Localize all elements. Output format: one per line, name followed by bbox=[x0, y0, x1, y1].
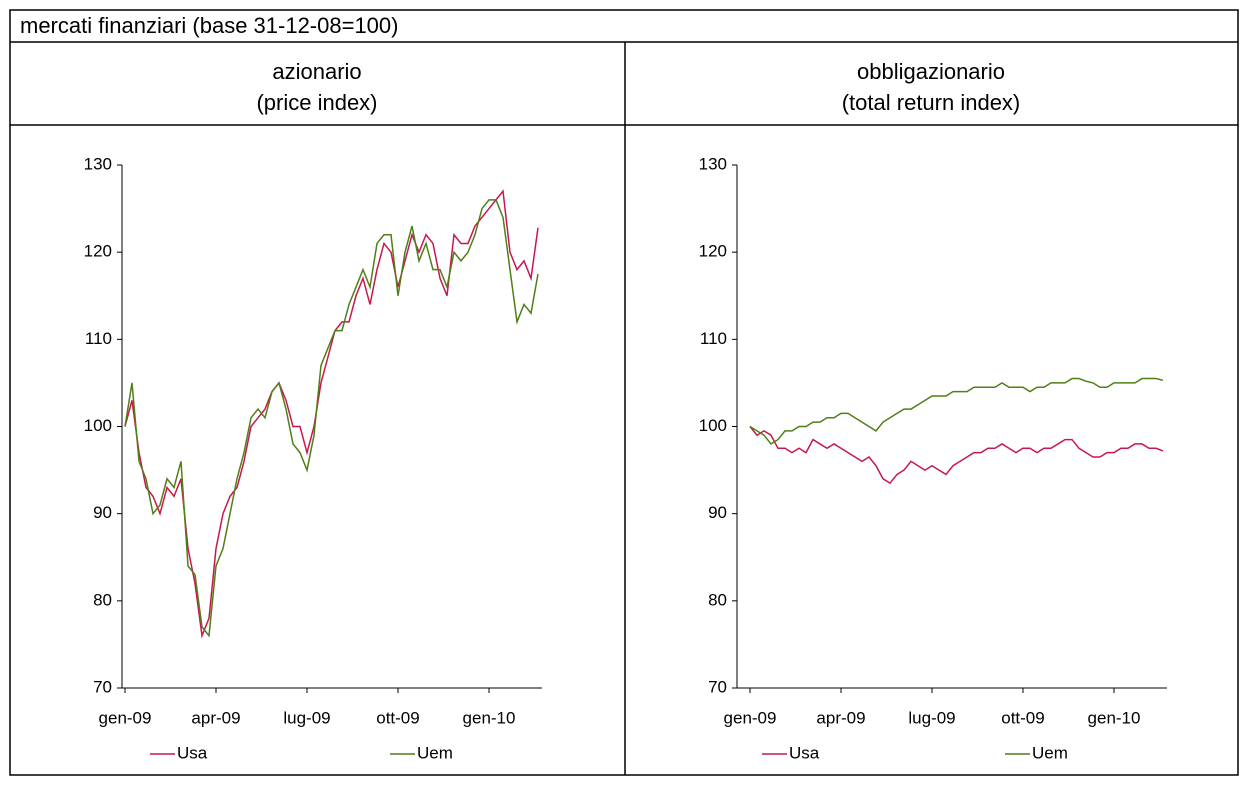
y-tick-label: 70 bbox=[93, 677, 112, 696]
page-title: mercati finanziari (base 31-12-08=100) bbox=[20, 13, 398, 38]
series-line bbox=[124, 199, 539, 638]
chart-title: azionario bbox=[272, 59, 361, 84]
y-tick-label: 110 bbox=[85, 329, 112, 348]
y-tick-label: 130 bbox=[699, 154, 727, 173]
y-tick-label: 70 bbox=[708, 677, 727, 696]
y-tick-label: 120 bbox=[699, 242, 727, 261]
y-tick-label: 80 bbox=[93, 590, 112, 609]
x-tick-label: lug-09 bbox=[908, 708, 955, 727]
x-tick-label: apr-09 bbox=[191, 708, 240, 727]
y-tick-label: 130 bbox=[84, 154, 112, 173]
legend-label: Usa bbox=[789, 743, 820, 762]
y-tick-label: 110 bbox=[700, 329, 727, 348]
x-tick-label: gen-09 bbox=[724, 708, 777, 727]
x-tick-label: gen-10 bbox=[1088, 708, 1141, 727]
series-line bbox=[124, 189, 539, 639]
series-line bbox=[749, 377, 1164, 445]
y-tick-label: 120 bbox=[84, 242, 112, 261]
y-tick-label: 100 bbox=[699, 416, 727, 435]
y-tick-label: 90 bbox=[93, 503, 112, 522]
chart-title: obbligazionario bbox=[857, 59, 1005, 84]
y-tick-label: 80 bbox=[708, 590, 727, 609]
x-tick-label: apr-09 bbox=[816, 708, 865, 727]
legend-label: Uem bbox=[1032, 743, 1068, 762]
x-tick-label: gen-10 bbox=[463, 708, 516, 727]
y-tick-label: 100 bbox=[84, 416, 112, 435]
legend-label: Usa bbox=[177, 743, 208, 762]
x-tick-label: gen-09 bbox=[99, 708, 152, 727]
x-tick-label: lug-09 bbox=[283, 708, 330, 727]
chart-subtitle: (price index) bbox=[256, 90, 377, 115]
x-tick-label: ott-09 bbox=[1001, 708, 1044, 727]
legend-label: Uem bbox=[417, 743, 453, 762]
frame bbox=[9, 9, 1239, 776]
chart-subtitle: (total return index) bbox=[842, 90, 1021, 115]
x-tick-label: ott-09 bbox=[376, 708, 419, 727]
series-line bbox=[749, 426, 1164, 485]
y-tick-label: 90 bbox=[708, 503, 727, 522]
